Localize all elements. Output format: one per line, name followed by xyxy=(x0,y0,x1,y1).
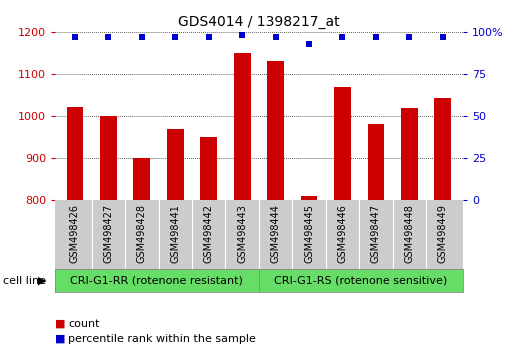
Point xyxy=(71,34,79,40)
Text: GSM498428: GSM498428 xyxy=(137,204,147,263)
Text: GSM498426: GSM498426 xyxy=(70,204,80,263)
Text: GSM498448: GSM498448 xyxy=(404,204,414,263)
Text: count: count xyxy=(68,319,99,329)
Point xyxy=(405,34,414,40)
Bar xyxy=(301,196,317,200)
Text: CRI-G1-RS (rotenone sensitive): CRI-G1-RS (rotenone sensitive) xyxy=(274,275,448,286)
Bar xyxy=(66,107,83,200)
Point xyxy=(439,34,447,40)
Point xyxy=(338,34,347,40)
Text: cell line: cell line xyxy=(3,275,46,286)
Text: GSM498443: GSM498443 xyxy=(237,204,247,263)
Point xyxy=(204,34,213,40)
Bar xyxy=(334,87,351,200)
Bar xyxy=(100,116,117,200)
Text: ▶: ▶ xyxy=(38,275,46,286)
Bar xyxy=(200,137,217,200)
Text: GSM498444: GSM498444 xyxy=(270,204,281,263)
Point xyxy=(271,34,280,40)
Text: CRI-G1-RR (rotenone resistant): CRI-G1-RR (rotenone resistant) xyxy=(71,275,243,286)
Text: GSM498447: GSM498447 xyxy=(371,204,381,263)
Text: GSM498442: GSM498442 xyxy=(204,204,214,263)
Bar xyxy=(401,108,418,200)
Text: GSM498449: GSM498449 xyxy=(438,204,448,263)
Point xyxy=(305,41,313,46)
Title: GDS4014 / 1398217_at: GDS4014 / 1398217_at xyxy=(178,16,340,29)
Point xyxy=(104,34,112,40)
Text: GSM498427: GSM498427 xyxy=(104,204,113,263)
Text: percentile rank within the sample: percentile rank within the sample xyxy=(68,334,256,344)
Bar xyxy=(435,98,451,200)
Point xyxy=(171,34,179,40)
Bar xyxy=(133,158,150,200)
Bar xyxy=(368,124,384,200)
Bar xyxy=(234,53,251,200)
Point xyxy=(238,33,246,38)
Text: ■: ■ xyxy=(55,319,65,329)
Text: GSM498446: GSM498446 xyxy=(337,204,347,263)
Point xyxy=(138,34,146,40)
Bar xyxy=(267,61,284,200)
Bar xyxy=(167,130,184,200)
Text: GSM498445: GSM498445 xyxy=(304,204,314,263)
Text: ■: ■ xyxy=(55,334,65,344)
Point xyxy=(372,34,380,40)
Text: GSM498441: GSM498441 xyxy=(170,204,180,263)
